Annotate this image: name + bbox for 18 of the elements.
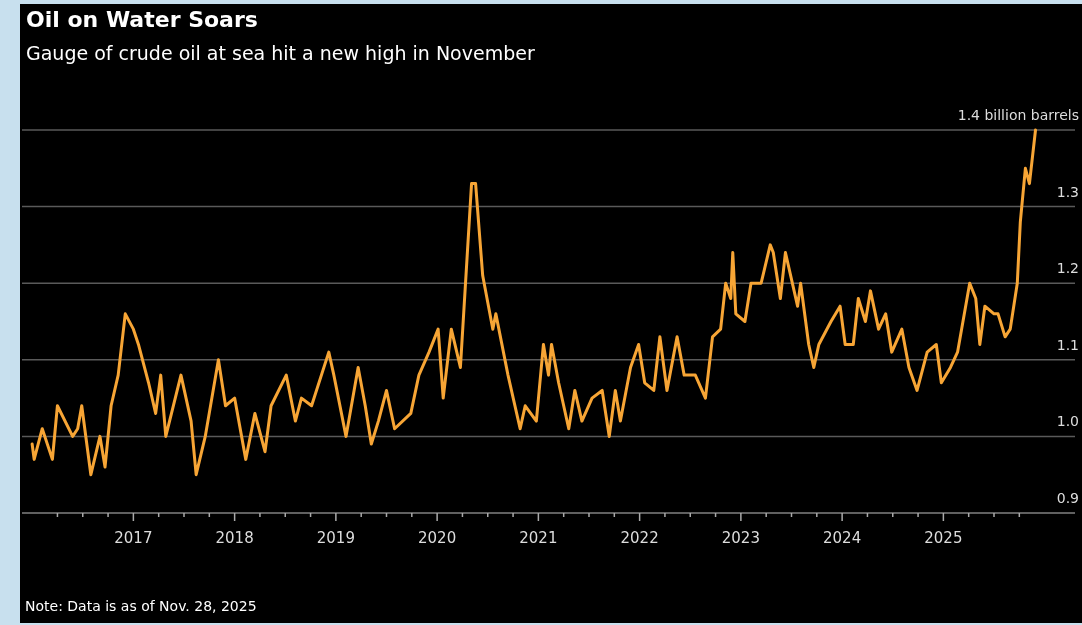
x-tick-label: 2023 [721, 529, 760, 547]
x-tick-label: 2024 [823, 529, 862, 547]
x-tick-label: 2020 [418, 529, 457, 547]
y-tick-label: 1.1 [1056, 336, 1079, 353]
chart-subtitle: Gauge of crude oil at sea hit a new high in November [26, 42, 535, 64]
y-tick-label: 0.9 [1056, 490, 1079, 506]
x-tick-label: 2021 [519, 529, 558, 547]
y-tick-label: 1.3 [1056, 183, 1079, 200]
x-tick-label: 2018 [215, 529, 254, 547]
y-tick-label: 1.2 [1056, 260, 1079, 277]
x-tick-label: 2022 [620, 529, 659, 547]
x-tick-label: 2017 [114, 529, 153, 547]
x-tick-label: 2019 [316, 529, 355, 547]
x-tick-label: 2025 [924, 529, 963, 547]
y-tick-label: 1.0 [1056, 413, 1079, 430]
y-tick-label: 1.4 billion barrels [957, 107, 1079, 123]
chart-title: Oil on Water Soars [26, 7, 258, 32]
text: Note: Data is as of Nov. 28, 2025 [25, 598, 257, 614]
